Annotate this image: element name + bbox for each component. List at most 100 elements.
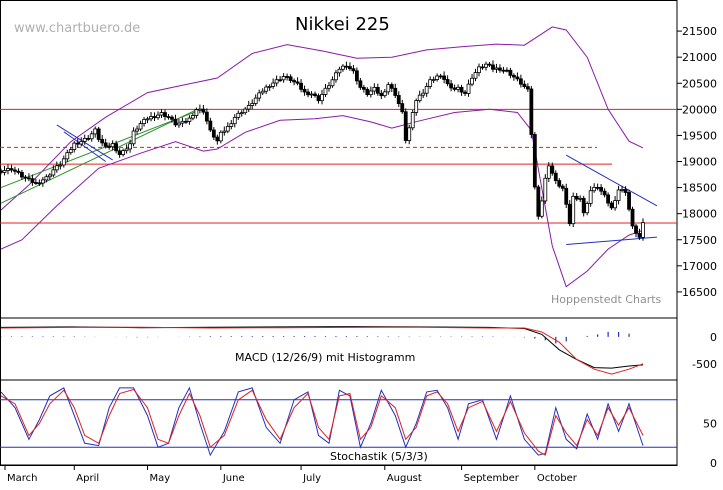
candle — [211, 127, 216, 141]
candle — [65, 149, 70, 163]
candle-body — [135, 128, 139, 132]
candle — [518, 74, 523, 88]
candle-body — [121, 150, 126, 155]
candle-body — [16, 170, 21, 173]
candle — [30, 174, 35, 186]
candle — [588, 186, 593, 207]
month-label: April — [76, 473, 99, 484]
candle — [194, 107, 199, 119]
candle-body — [487, 63, 492, 66]
macd-tick-label: -500 — [692, 358, 717, 371]
price-tick-label: 21000 — [682, 51, 717, 64]
candle-body — [452, 87, 457, 90]
candle-body — [86, 137, 91, 140]
candle — [487, 62, 492, 68]
candle — [128, 139, 132, 153]
candle — [630, 206, 635, 229]
candle — [58, 161, 63, 170]
candle — [20, 169, 24, 180]
candle-body — [163, 112, 167, 117]
candle — [595, 183, 600, 191]
candle-body — [512, 74, 516, 78]
candle — [484, 61, 488, 71]
price-tick-label: 18500 — [682, 182, 717, 195]
candle — [23, 174, 28, 182]
candle-body — [285, 76, 290, 78]
candle-body — [250, 103, 255, 106]
stoch-line-d — [0, 388, 644, 456]
candle — [424, 82, 429, 97]
candle-body — [585, 203, 590, 214]
candle-body — [508, 69, 513, 76]
candle-body — [389, 84, 394, 89]
candle — [117, 148, 122, 158]
candle-body — [421, 92, 426, 96]
candle — [438, 73, 443, 79]
candle-body — [515, 76, 520, 80]
candle-body — [379, 92, 384, 97]
candle-body — [152, 116, 157, 119]
candle-body — [382, 91, 387, 97]
watermark-bottom: Hoppenstedt Charts — [551, 293, 662, 306]
candle-body — [267, 85, 272, 88]
candle-body — [491, 64, 495, 70]
candle-body — [466, 83, 471, 94]
candle — [463, 90, 467, 96]
candle-body — [295, 81, 300, 84]
candle-body — [348, 66, 352, 70]
candle — [354, 67, 359, 85]
candle-body — [410, 112, 415, 129]
candle-body — [560, 185, 565, 189]
candle-body — [180, 120, 185, 124]
candle-body — [222, 130, 227, 133]
candle-body — [61, 158, 66, 166]
candle — [389, 82, 394, 93]
candle — [512, 73, 516, 81]
candle-body — [288, 76, 293, 81]
candle — [197, 104, 202, 114]
candle — [330, 76, 335, 88]
candle — [47, 172, 52, 181]
candle — [107, 142, 112, 150]
candle-body — [145, 118, 150, 121]
candle-body — [253, 97, 258, 104]
candle — [16, 168, 21, 175]
price-tick-label: 19000 — [682, 156, 717, 169]
candle — [382, 88, 387, 98]
candle-body — [187, 117, 192, 122]
candle-body — [208, 120, 213, 131]
candle — [508, 67, 513, 79]
candle — [100, 134, 105, 147]
month-label: March — [7, 473, 37, 484]
candle-body — [641, 222, 645, 238]
candle-body — [239, 112, 244, 115]
candle-body — [44, 176, 49, 181]
candle-body — [30, 178, 35, 183]
candle — [327, 81, 331, 92]
candle-body — [177, 122, 181, 126]
candle-body — [532, 134, 537, 188]
candle — [452, 84, 457, 92]
candle — [553, 170, 558, 184]
candle — [124, 144, 129, 154]
candle — [156, 111, 160, 120]
candle — [166, 114, 171, 120]
candle — [54, 161, 59, 173]
price-tick-label: 20000 — [682, 103, 717, 116]
candle — [2, 165, 7, 176]
candle — [501, 66, 506, 74]
candle — [613, 196, 617, 211]
price-tick-label: 18000 — [682, 208, 717, 221]
candle-body — [445, 79, 450, 85]
candle-body — [564, 187, 569, 205]
candle — [428, 76, 433, 89]
candle-body — [344, 65, 349, 68]
candle-body — [51, 169, 56, 176]
candle-body — [459, 86, 464, 93]
candle — [539, 196, 544, 219]
candle-body — [609, 202, 614, 209]
candle-body — [184, 120, 188, 123]
candle-body — [484, 63, 488, 68]
candle — [368, 86, 373, 98]
